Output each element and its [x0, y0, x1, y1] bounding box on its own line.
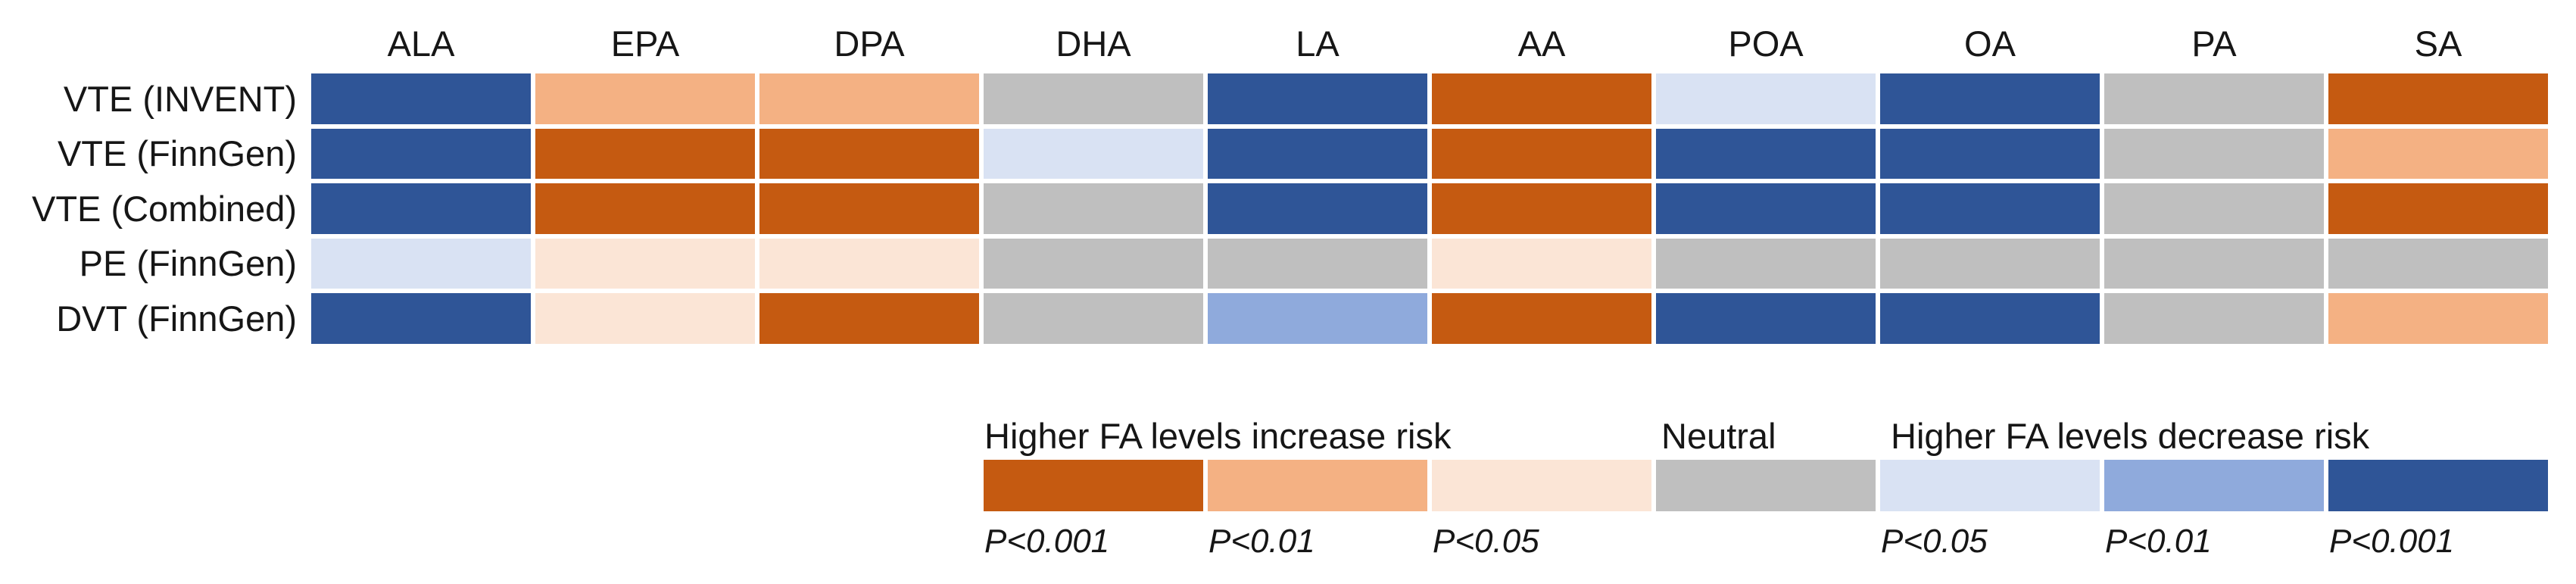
legend-p-label: P<0.05	[1881, 523, 1988, 560]
heatmap-cell	[1878, 71, 2102, 126]
row-label: VTE (Combined)	[32, 188, 297, 229]
heatmap-cell	[981, 291, 1205, 346]
legend-swatch-decrease_p001	[2326, 458, 2550, 514]
heatmap-cell	[533, 126, 757, 181]
heatmap-cell	[1205, 126, 1430, 181]
heatmap-cell	[533, 181, 757, 236]
heatmap-cell	[2326, 181, 2550, 236]
heatmap-cell	[2102, 126, 2326, 181]
legend-swatch-neutral	[1654, 458, 1878, 514]
heatmap-cell	[2326, 126, 2550, 181]
column-header-oa: OA	[1964, 23, 2016, 64]
heatmap-cell	[1430, 126, 1654, 181]
heatmap-cell	[1654, 181, 1878, 236]
legend-swatch-increase_p05	[1430, 458, 1654, 514]
heatmap-cell	[2102, 236, 2326, 291]
heatmap-cell	[757, 126, 981, 181]
column-header-dpa: DPA	[834, 23, 905, 64]
row-label: VTE (FinnGen)	[57, 133, 297, 174]
heatmap-cell	[1878, 236, 2102, 291]
heatmap-cell	[981, 236, 1205, 291]
legend-title-increase-risk: Higher FA levels increase risk	[984, 416, 1452, 456]
column-header-poa: POA	[1728, 23, 1804, 64]
legend-title-decrease-risk: Higher FA levels decrease risk	[1891, 416, 2370, 456]
column-header-aa: AA	[1517, 23, 1566, 64]
heatmap-cell	[757, 291, 981, 346]
heatmap-grid	[309, 71, 2550, 346]
heatmap-cell	[1654, 71, 1878, 126]
heatmap-cell	[2326, 236, 2550, 291]
legend-p-label: P<0.01	[1208, 523, 1315, 560]
heatmap-cell	[1654, 236, 1878, 291]
heatmap-cell	[309, 126, 533, 181]
heatmap-cell	[1878, 126, 2102, 181]
heatmap-cell	[533, 291, 757, 346]
column-header-la: LA	[1296, 23, 1339, 64]
column-header-ala: ALA	[387, 23, 455, 64]
legend-swatch-decrease_p01	[2102, 458, 2326, 514]
heatmap-cell	[757, 236, 981, 291]
heatmap-cell	[309, 181, 533, 236]
heatmap-cell	[309, 291, 533, 346]
row-labels: VTE (INVENT) VTE (FinnGen) VTE (Combined) P…	[0, 71, 297, 346]
legend-swatch-increase_p001	[981, 458, 1205, 514]
column-header-dha: DHA	[1056, 23, 1131, 64]
legend-p-label: P<0.01	[2105, 523, 2212, 560]
heatmap-cell	[1430, 181, 1654, 236]
column-header-pa: PA	[2191, 23, 2237, 64]
heatmap-cell	[1205, 181, 1430, 236]
heatmap-cell	[309, 71, 533, 126]
heatmap-cell	[533, 71, 757, 126]
column-header-epa: EPA	[610, 23, 680, 64]
heatmap-cell	[533, 236, 757, 291]
heatmap-cell	[2102, 71, 2326, 126]
heatmap-cell	[1205, 71, 1430, 126]
column-headers: ALA EPA DPA DHA LA AA POA OA PA SA	[309, 20, 2550, 67]
legend-swatch-decrease_p05	[1878, 458, 2102, 514]
legend-p-label-empty	[1654, 523, 1878, 564]
row-label: DVT (FinnGen)	[56, 298, 297, 339]
heatmap-cell	[1430, 236, 1654, 291]
legend-swatch-increase_p01	[1205, 458, 1430, 514]
row-label: VTE (INVENT)	[63, 78, 297, 119]
heatmap-cell	[1205, 291, 1430, 346]
legend-p-label: P<0.001	[2329, 523, 2455, 560]
heatmap-cell	[1430, 71, 1654, 126]
heatmap-cell	[757, 71, 981, 126]
heatmap-cell	[2102, 291, 2326, 346]
heatmap-cell	[1654, 126, 1878, 181]
heatmap-cell	[309, 236, 533, 291]
heatmap-cell	[981, 126, 1205, 181]
legend-swatches	[981, 458, 2550, 514]
heatmap-cell	[981, 181, 1205, 236]
heatmap-cell	[1878, 291, 2102, 346]
heatmap-cell	[981, 71, 1205, 126]
heatmap-cell	[1654, 291, 1878, 346]
heatmap-cell	[1878, 181, 2102, 236]
row-label: PE (FinnGen)	[79, 243, 297, 284]
column-header-sa: SA	[2414, 23, 2462, 64]
legend-p-label: P<0.001	[984, 523, 1110, 560]
heatmap-cell	[2326, 291, 2550, 346]
heatmap-cell	[2326, 71, 2550, 126]
heatmap-cell	[757, 181, 981, 236]
legend-p-value-labels: P<0.001 P<0.01 P<0.05 P<0.05 P<0.01 P<0.001	[981, 523, 2550, 564]
heatmap-cell	[1205, 236, 1430, 291]
heatmap-cell	[2102, 181, 2326, 236]
legend-title-neutral: Neutral	[1661, 416, 1776, 456]
heatmap-cell	[1430, 291, 1654, 346]
legend-p-label: P<0.05	[1433, 523, 1539, 560]
